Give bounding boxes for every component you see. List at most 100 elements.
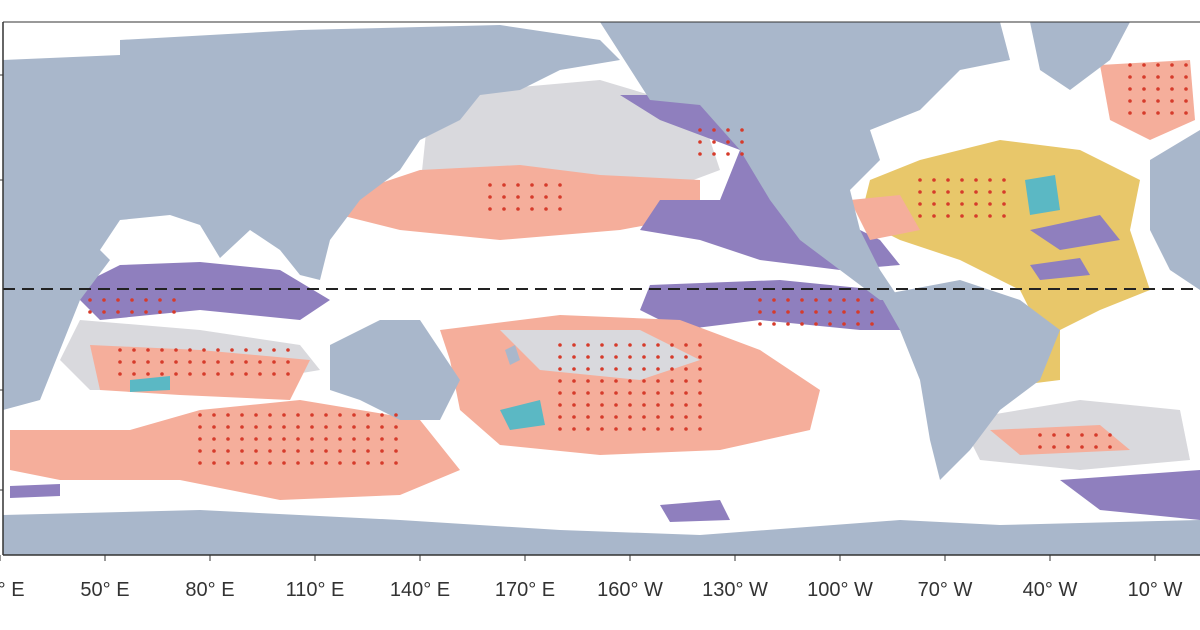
dot	[712, 128, 716, 132]
dot	[656, 355, 660, 359]
dot	[870, 310, 874, 314]
dot	[160, 360, 164, 364]
dot	[212, 449, 216, 453]
dot	[558, 367, 562, 371]
dot	[974, 178, 978, 182]
dot	[240, 449, 244, 453]
dot	[656, 343, 660, 347]
dot	[116, 310, 120, 314]
dot	[758, 322, 762, 326]
x-label: 100° W	[807, 579, 873, 601]
dot	[642, 355, 646, 359]
dot	[842, 310, 846, 314]
dot	[558, 207, 562, 211]
dot	[684, 403, 688, 407]
dot	[118, 372, 122, 376]
dot	[960, 202, 964, 206]
dot	[698, 403, 702, 407]
dot	[870, 298, 874, 302]
dot	[558, 343, 562, 347]
dot	[268, 425, 272, 429]
dot	[684, 355, 688, 359]
dot	[102, 310, 106, 314]
dot	[586, 379, 590, 383]
x-label: 80° E	[185, 579, 234, 601]
dot	[226, 425, 230, 429]
dot	[226, 461, 230, 465]
dot	[628, 391, 632, 395]
dot	[600, 367, 604, 371]
dot	[1128, 75, 1132, 79]
dot	[726, 140, 730, 144]
dot	[670, 379, 674, 383]
dot	[212, 461, 216, 465]
dot	[296, 425, 300, 429]
dot	[558, 415, 562, 419]
dot	[870, 322, 874, 326]
dot	[642, 415, 646, 419]
dot	[1170, 111, 1174, 115]
dot	[146, 372, 150, 376]
dot	[296, 413, 300, 417]
dot	[272, 348, 276, 352]
dot	[1002, 190, 1006, 194]
dot	[586, 415, 590, 419]
dot	[502, 183, 506, 187]
dot	[544, 195, 548, 199]
dot	[642, 343, 646, 347]
dot	[324, 425, 328, 429]
dot	[212, 413, 216, 417]
dot	[814, 298, 818, 302]
dot	[310, 449, 314, 453]
dot	[586, 355, 590, 359]
dot	[324, 461, 328, 465]
dot	[394, 461, 398, 465]
dot	[198, 437, 202, 441]
dot	[352, 449, 356, 453]
dot	[226, 437, 230, 441]
dot	[240, 437, 244, 441]
dot	[600, 343, 604, 347]
dot	[698, 427, 702, 431]
dot	[946, 190, 950, 194]
dot	[932, 190, 936, 194]
dot	[726, 128, 730, 132]
dot	[258, 372, 262, 376]
dot	[286, 360, 290, 364]
dot	[758, 310, 762, 314]
dot	[488, 195, 492, 199]
x-label: 70° W	[918, 579, 973, 601]
dot	[268, 437, 272, 441]
x-label: 170° E	[495, 579, 555, 601]
dot	[600, 379, 604, 383]
dot	[352, 437, 356, 441]
dot	[310, 437, 314, 441]
dot	[130, 310, 134, 314]
dot	[118, 348, 122, 352]
dot	[656, 367, 660, 371]
dot	[670, 367, 674, 371]
dot	[160, 372, 164, 376]
dot	[600, 415, 604, 419]
dot	[1080, 433, 1084, 437]
dot	[144, 298, 148, 302]
dot	[600, 427, 604, 431]
dot	[614, 379, 618, 383]
dot	[786, 298, 790, 302]
dot	[366, 413, 370, 417]
dot	[960, 214, 964, 218]
dot	[698, 140, 702, 144]
dot	[146, 348, 150, 352]
dot	[310, 413, 314, 417]
dot	[932, 178, 936, 182]
dot	[684, 391, 688, 395]
dot	[282, 449, 286, 453]
dot	[1002, 202, 1006, 206]
dot	[172, 298, 176, 302]
dot	[286, 372, 290, 376]
dot	[758, 298, 762, 302]
dot	[642, 379, 646, 383]
dot	[684, 415, 688, 419]
dot	[1156, 111, 1160, 115]
